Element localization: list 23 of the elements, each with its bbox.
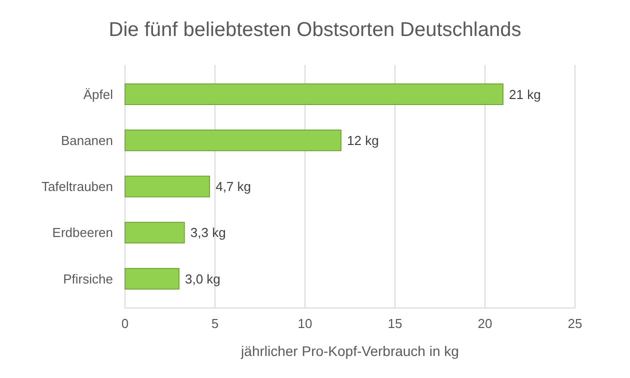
bar <box>124 83 504 106</box>
bar <box>124 222 185 244</box>
bar <box>124 268 180 290</box>
y-tick-label: Tafeltrauben <box>41 179 113 194</box>
x-tick-label: 0 <box>121 316 129 331</box>
chart-title: Die fünf beliebtesten Obstsorten Deutschlands <box>108 19 522 41</box>
data-label: 21 kg <box>509 86 541 102</box>
y-tick-label: Pfirsiche <box>63 271 113 286</box>
data-label: 3,3 kg <box>190 225 226 240</box>
y-tick-label: Erdbeeren <box>52 225 113 240</box>
data-label: 3,0 kg <box>185 271 220 286</box>
data-label: 4,7 kg <box>216 179 252 194</box>
x-axis-title: jährlicher Pro-Kopf-Verbrauch in kg <box>240 343 459 359</box>
x-tick-label: 5 <box>211 316 219 331</box>
bar <box>124 176 210 198</box>
x-tick-label: 20 <box>478 316 492 331</box>
y-tick-label: Äpfel <box>83 86 114 102</box>
y-tick-label: Bananen <box>60 132 113 148</box>
bar <box>124 130 342 152</box>
x-tick-label: 10 <box>298 316 312 331</box>
data-label: 12 kg <box>347 132 379 148</box>
x-tick-label: 25 <box>568 316 582 331</box>
x-tick-label: 15 <box>388 316 402 331</box>
